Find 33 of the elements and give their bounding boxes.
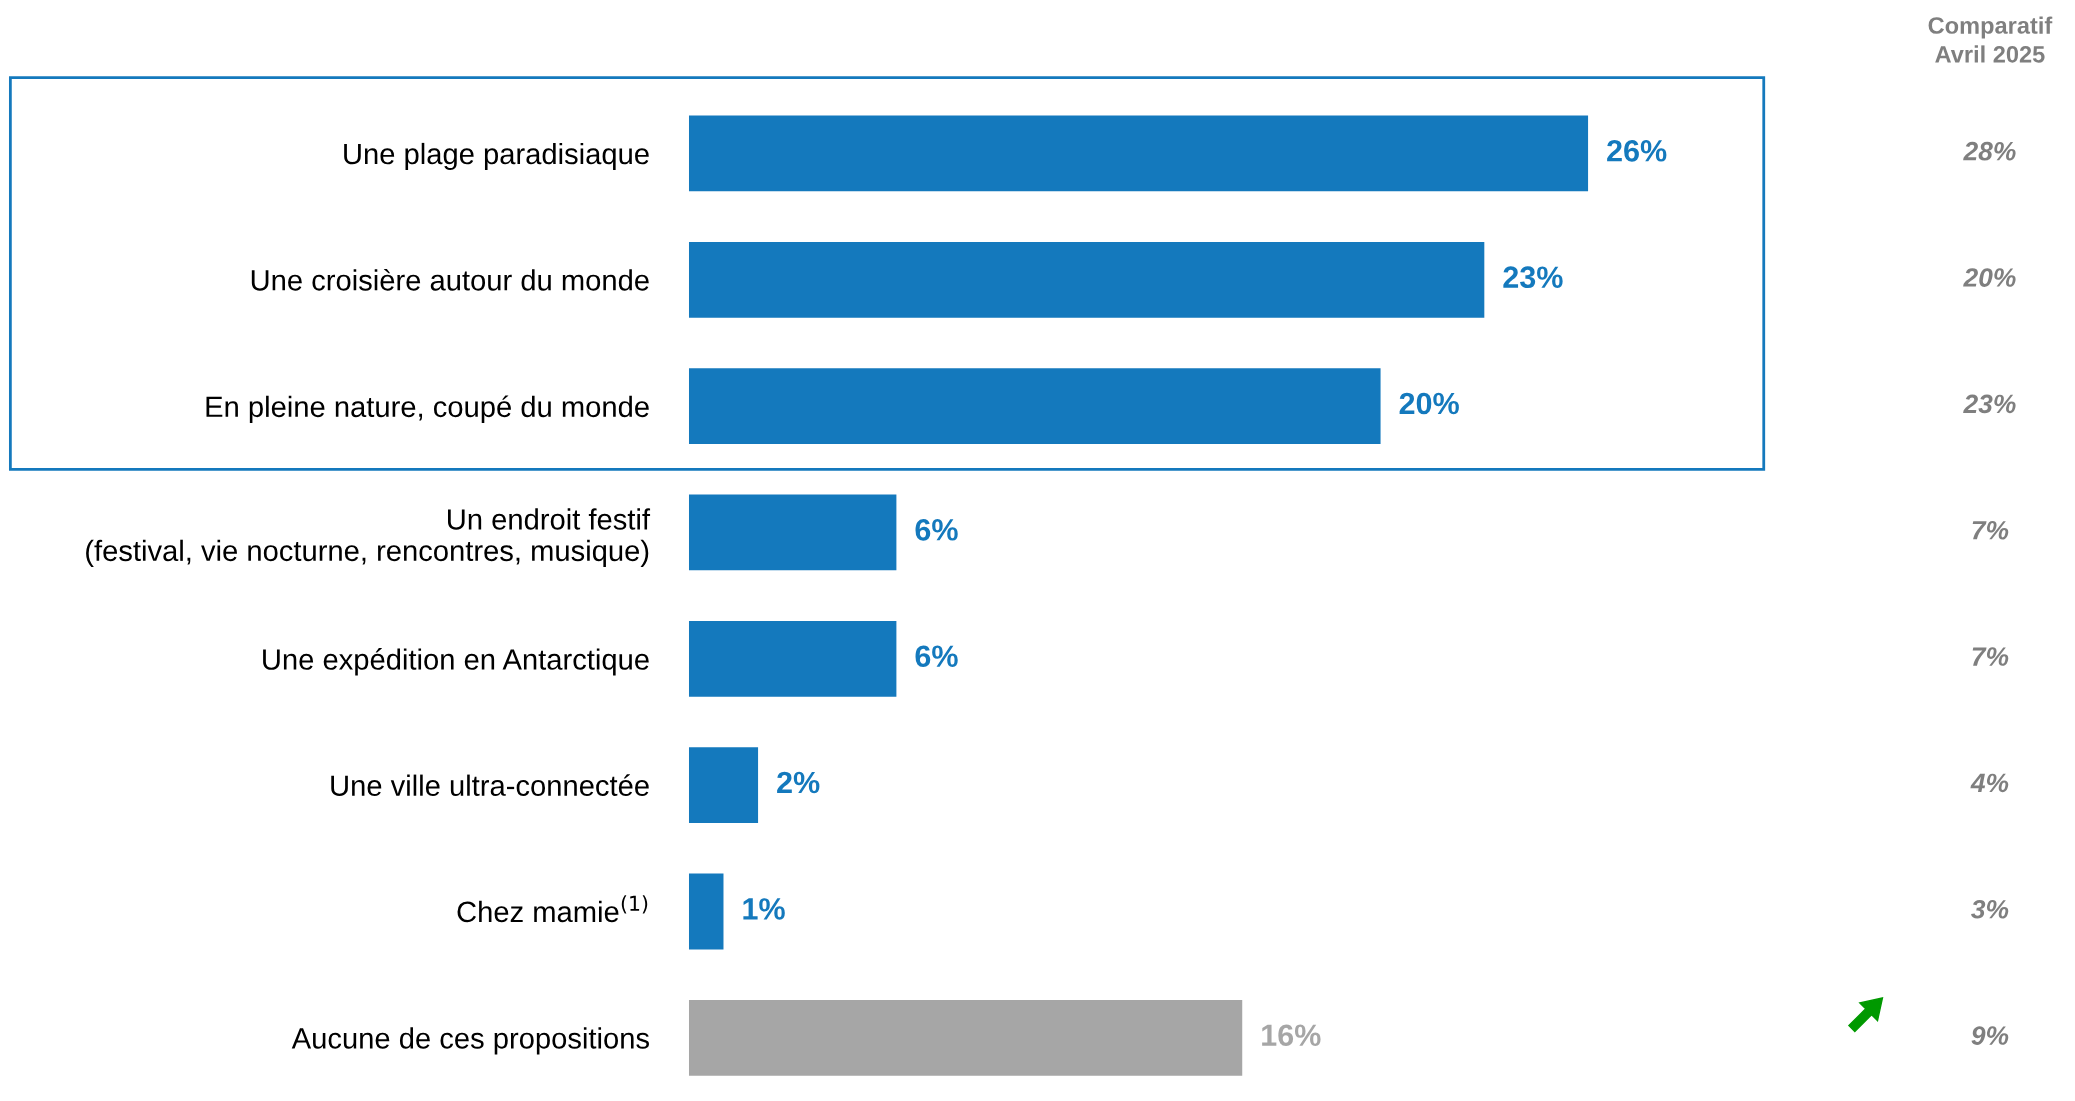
- y-tick-label: Une ville ultra-connectée: [331, 774, 649, 797]
- bar: [688, 999, 1243, 1076]
- y-tick-label: Chez mamie$^{(1)}$: [457, 895, 648, 923]
- data-label: 20%: [1399, 392, 1459, 415]
- y-tick-label: Une plage paradisiaque: [344, 142, 649, 171]
- text: 9%: [1971, 1026, 2009, 1045]
- text: 7%: [1972, 647, 2009, 666]
- y-tick-label: Aucune de ces propositions: [291, 1027, 649, 1055]
- bar: [688, 747, 759, 824]
- bar: [688, 241, 1485, 318]
- data-label: 1%: [743, 898, 785, 920]
- data-label: 6%: [915, 645, 958, 668]
- bar: [688, 368, 1381, 445]
- bar: [688, 115, 1589, 192]
- data-label: 23%: [1503, 266, 1563, 289]
- bar: [688, 620, 897, 697]
- text: 4%: [1970, 773, 2009, 793]
- data-label: 2%: [777, 771, 820, 794]
- y-tick-label: Une expédition en Antarctique: [263, 648, 649, 676]
- bar: [688, 494, 897, 571]
- text: 28%: [1963, 141, 2016, 161]
- y-tick-label: En pleine nature, coupé du monde: [206, 395, 649, 423]
- text: 23%: [1963, 394, 2016, 414]
- y-tick-label: Une croisière autour du monde: [251, 268, 649, 291]
- text: 20%: [1963, 268, 2016, 287]
- text: Comparatif Avril 2025: [1928, 16, 2053, 63]
- data-label: 16%: [1262, 1024, 1321, 1047]
- data-label: 26%: [1607, 140, 1667, 162]
- y-tick-label: Un endroit festif (festival, vie nocturne, rencontres, musique): [86, 508, 651, 567]
- text: 7%: [1972, 520, 2009, 540]
- bar: [688, 873, 724, 950]
- data-label: 6%: [915, 519, 958, 541]
- text: 3%: [1971, 899, 2009, 919]
